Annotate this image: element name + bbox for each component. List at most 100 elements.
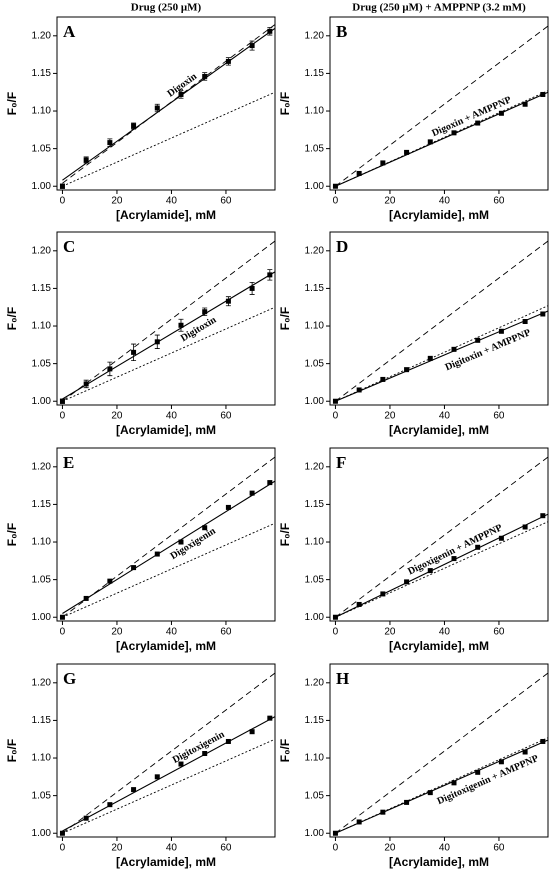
y-tick-label: 1.00 bbox=[305, 612, 325, 623]
data-point bbox=[267, 715, 273, 721]
data-point bbox=[451, 780, 457, 786]
data-point bbox=[59, 398, 65, 404]
y-tick-label: 1.10 bbox=[305, 537, 325, 548]
x-tick-label: 20 bbox=[111, 196, 123, 207]
data-point bbox=[475, 544, 481, 550]
y-axis-label: F₀/F bbox=[278, 739, 292, 762]
data-point bbox=[107, 366, 113, 372]
y-tick-label: 1.15 bbox=[32, 499, 52, 510]
data-point bbox=[522, 101, 528, 107]
y-tick-label: 1.15 bbox=[32, 68, 52, 79]
panel: 1.00 1.05 1.10 1.15 1.20 0 20 40 60 [Acrylamide],… bbox=[278, 447, 549, 653]
data-point bbox=[427, 139, 433, 145]
panel: 1.00 1.05 1.10 1.15 1.20 0 20 40 60 [Acrylamide],… bbox=[5, 663, 276, 869]
annotation: Digoxin + AMPPNP bbox=[430, 94, 513, 139]
y-tick-label: 1.15 bbox=[32, 283, 52, 294]
data-point bbox=[427, 355, 433, 361]
line-dotted bbox=[62, 522, 275, 618]
data-point bbox=[267, 272, 273, 278]
y-tick-label: 1.05 bbox=[32, 574, 52, 585]
data-point bbox=[59, 614, 65, 620]
data-point bbox=[356, 819, 362, 825]
x-tick-label: 0 bbox=[60, 627, 66, 638]
y-tick-label: 1.00 bbox=[305, 828, 325, 839]
y-tick-label: 1.10 bbox=[305, 321, 325, 332]
data-point bbox=[380, 809, 386, 815]
data-point bbox=[475, 120, 481, 126]
y-axis-label: F₀/F bbox=[5, 739, 19, 762]
line-dotted bbox=[335, 305, 548, 402]
plot-frame bbox=[56, 231, 276, 406]
data-point bbox=[404, 149, 410, 155]
y-tick-label: 1.05 bbox=[305, 790, 325, 801]
y-tick-label: 1.05 bbox=[305, 143, 325, 154]
x-tick-label: 0 bbox=[60, 843, 66, 854]
line-solid bbox=[335, 91, 548, 187]
data-point bbox=[404, 579, 410, 585]
data-point bbox=[249, 490, 255, 496]
line-dotted bbox=[335, 90, 548, 187]
y-tick-label: 1.20 bbox=[305, 245, 325, 256]
data-point bbox=[83, 595, 89, 601]
y-tick-label: 1.00 bbox=[32, 396, 52, 407]
data-point bbox=[225, 738, 231, 744]
x-axis-label: [Acrylamide], mM bbox=[116, 855, 216, 869]
x-tick-label: 60 bbox=[220, 843, 232, 854]
panel: 1.00 1.05 1.10 1.15 1.20 0 20 40 60 [Acrylamide],… bbox=[278, 663, 549, 869]
data-point bbox=[225, 298, 231, 304]
y-axis-label: F₀/F bbox=[5, 523, 19, 546]
data-point bbox=[83, 815, 89, 821]
data-point bbox=[83, 381, 89, 387]
data-point bbox=[380, 376, 386, 382]
data-point bbox=[332, 614, 338, 620]
data-point bbox=[427, 790, 433, 796]
plot-frame bbox=[329, 231, 549, 406]
y-tick-label: 1.05 bbox=[32, 790, 52, 801]
panel: 1.00 1.05 1.10 1.15 1.20 0 20 40 60 [Acrylamide],… bbox=[5, 16, 276, 222]
x-tick-label: 0 bbox=[60, 411, 66, 422]
x-axis-label: [Acrylamide], mM bbox=[389, 208, 489, 222]
y-tick-label: 1.20 bbox=[32, 245, 52, 256]
data-point bbox=[540, 513, 546, 519]
line-solid bbox=[335, 739, 548, 834]
y-tick-label: 1.10 bbox=[32, 321, 52, 332]
data-point bbox=[540, 738, 546, 744]
x-tick-label: 20 bbox=[384, 627, 396, 638]
x-tick-label: 20 bbox=[384, 843, 396, 854]
x-tick-label: 40 bbox=[166, 627, 178, 638]
line-dashed bbox=[335, 672, 548, 834]
line-solid bbox=[335, 310, 548, 402]
x-axis-label: [Acrylamide], mM bbox=[116, 208, 216, 222]
data-point bbox=[107, 802, 113, 808]
data-point bbox=[178, 539, 184, 545]
data-point bbox=[131, 349, 137, 355]
y-tick-label: 1.15 bbox=[305, 283, 325, 294]
plot-frame bbox=[329, 447, 549, 622]
line-dotted bbox=[62, 306, 275, 402]
x-tick-label: 0 bbox=[60, 196, 66, 207]
x-tick-label: 0 bbox=[333, 411, 339, 422]
x-tick-label: 60 bbox=[493, 411, 505, 422]
data-point bbox=[107, 140, 113, 146]
x-tick-label: 40 bbox=[166, 843, 178, 854]
y-tick-label: 1.10 bbox=[32, 106, 52, 117]
x-axis-label: [Acrylamide], mM bbox=[389, 855, 489, 869]
data-point bbox=[59, 830, 65, 836]
x-tick-label: 40 bbox=[439, 627, 451, 638]
data-point bbox=[131, 787, 137, 793]
panel-label: G bbox=[63, 669, 76, 688]
x-tick-label: 60 bbox=[220, 196, 232, 207]
data-point bbox=[498, 110, 504, 116]
data-point bbox=[131, 123, 137, 129]
panel-label: A bbox=[63, 22, 76, 41]
annotation: Digoxigenin + AMPPNP bbox=[406, 522, 504, 577]
data-point bbox=[154, 774, 160, 780]
data-point bbox=[107, 578, 113, 584]
data-point bbox=[451, 130, 457, 136]
y-tick-label: 1.15 bbox=[32, 715, 52, 726]
data-point bbox=[522, 749, 528, 755]
x-tick-label: 60 bbox=[493, 843, 505, 854]
data-point bbox=[404, 799, 410, 805]
y-axis-label: F₀/F bbox=[5, 92, 19, 115]
data-point bbox=[380, 160, 386, 166]
